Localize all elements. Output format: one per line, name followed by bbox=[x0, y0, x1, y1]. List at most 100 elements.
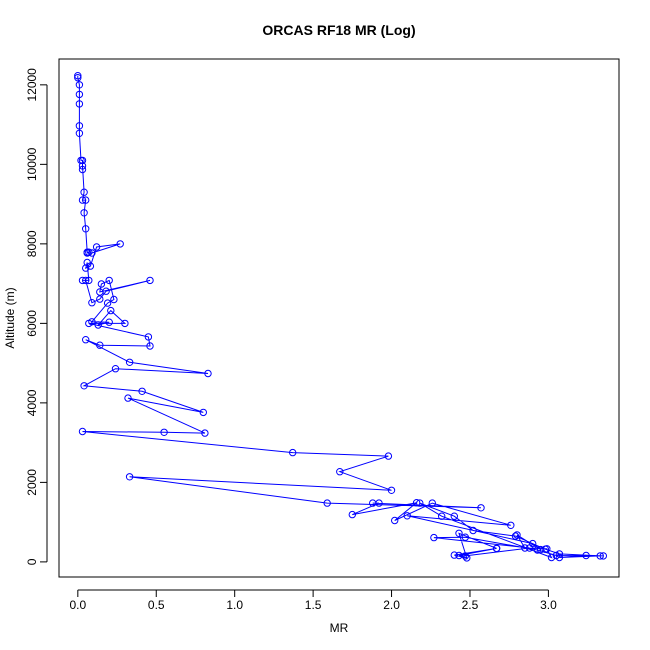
data-point bbox=[204, 369, 212, 378]
data-point bbox=[121, 319, 129, 328]
data-point bbox=[125, 358, 134, 366]
data-point bbox=[199, 408, 208, 417]
data-point bbox=[82, 276, 90, 285]
data-point bbox=[94, 321, 102, 329]
x-axis: 0.0 0.5 1.0 1.5 2.0 2.5 3.0 bbox=[69, 589, 557, 612]
data-point bbox=[552, 551, 560, 560]
data-point bbox=[513, 531, 521, 539]
data-point bbox=[438, 512, 446, 520]
data-point bbox=[83, 249, 91, 257]
data-point bbox=[124, 394, 132, 402]
data-point bbox=[455, 551, 463, 560]
data-point bbox=[96, 295, 104, 303]
data-point bbox=[105, 318, 113, 326]
x-tick-label: 3.0 bbox=[540, 598, 557, 612]
data-point bbox=[160, 428, 168, 436]
x-tick-label: 2.0 bbox=[383, 598, 400, 612]
data-point bbox=[82, 196, 90, 204]
y-tick-label: 8000 bbox=[25, 230, 39, 257]
plot-area-frame bbox=[58, 58, 620, 578]
data-point bbox=[582, 551, 590, 560]
data-point bbox=[289, 448, 297, 457]
data-point bbox=[111, 365, 120, 373]
data-point bbox=[323, 499, 331, 507]
data-point bbox=[78, 427, 87, 436]
y-tick-label: 2000 bbox=[25, 469, 39, 496]
data-point bbox=[450, 551, 458, 559]
data-point bbox=[85, 319, 93, 328]
data-point bbox=[82, 225, 90, 233]
data-point bbox=[336, 468, 344, 476]
data-point bbox=[450, 512, 458, 520]
data-point bbox=[88, 299, 96, 307]
data-point bbox=[103, 299, 112, 307]
data-point bbox=[88, 249, 96, 257]
data-point bbox=[384, 452, 393, 460]
data-point bbox=[80, 209, 88, 217]
data-point bbox=[110, 295, 118, 304]
y-tick-label: 4000 bbox=[25, 389, 39, 416]
data-point bbox=[521, 544, 529, 552]
data-point bbox=[428, 499, 436, 507]
data-point bbox=[146, 342, 154, 350]
data-point bbox=[82, 336, 90, 344]
x-axis-label: MR bbox=[330, 621, 349, 635]
data-point bbox=[75, 90, 84, 99]
data-point bbox=[75, 100, 84, 108]
data-point bbox=[75, 122, 84, 130]
data-point bbox=[403, 512, 411, 520]
data-point bbox=[125, 473, 134, 481]
data-point bbox=[461, 533, 469, 541]
data-point bbox=[533, 546, 542, 554]
y-tick-label: 0 bbox=[25, 558, 39, 565]
data-point bbox=[348, 510, 356, 519]
data-point bbox=[97, 280, 106, 288]
series-layer bbox=[74, 72, 607, 562]
data-point bbox=[80, 188, 88, 196]
data-point bbox=[78, 162, 87, 170]
data-point bbox=[107, 306, 115, 315]
y-tick-label: 12000 bbox=[25, 68, 39, 102]
data-point bbox=[78, 276, 87, 285]
x-tick-label: 0.5 bbox=[148, 598, 165, 612]
data-point bbox=[75, 129, 84, 138]
data-point bbox=[74, 74, 82, 82]
data-point bbox=[80, 382, 88, 390]
data-point bbox=[74, 72, 82, 80]
data-point bbox=[96, 341, 104, 349]
data-point bbox=[547, 553, 556, 562]
data-point bbox=[463, 554, 471, 562]
data-point bbox=[138, 387, 146, 395]
data-point bbox=[541, 545, 549, 553]
x-tick-label: 1.0 bbox=[226, 598, 243, 612]
data-point bbox=[375, 499, 383, 507]
data-point bbox=[144, 333, 153, 341]
data-point bbox=[116, 240, 124, 248]
data-point bbox=[455, 529, 463, 537]
data-point bbox=[83, 258, 91, 267]
data-point bbox=[96, 288, 104, 296]
data-point bbox=[525, 544, 534, 552]
y-axis: 0 2000 4000 6000 8000 10000 12000 bbox=[25, 68, 48, 565]
data-point bbox=[201, 429, 209, 437]
data-point bbox=[416, 499, 424, 507]
data-point bbox=[507, 521, 515, 529]
data-point bbox=[477, 504, 485, 512]
data-point bbox=[511, 532, 520, 540]
data-point bbox=[387, 486, 396, 494]
data-point bbox=[469, 526, 477, 535]
x-tick-label: 1.5 bbox=[305, 598, 322, 612]
y-tick-label: 6000 bbox=[25, 310, 39, 337]
data-point bbox=[78, 165, 87, 174]
data-point bbox=[78, 196, 87, 204]
data-point bbox=[105, 276, 113, 285]
data-point bbox=[92, 243, 101, 251]
data-point bbox=[412, 499, 421, 507]
y-tick-label: 10000 bbox=[25, 147, 39, 181]
data-point bbox=[391, 516, 399, 525]
data-point bbox=[599, 552, 607, 560]
x-tick-label: 0.0 bbox=[69, 598, 86, 612]
y-axis-label: Altitude (m) bbox=[3, 287, 17, 348]
data-point bbox=[146, 276, 154, 285]
